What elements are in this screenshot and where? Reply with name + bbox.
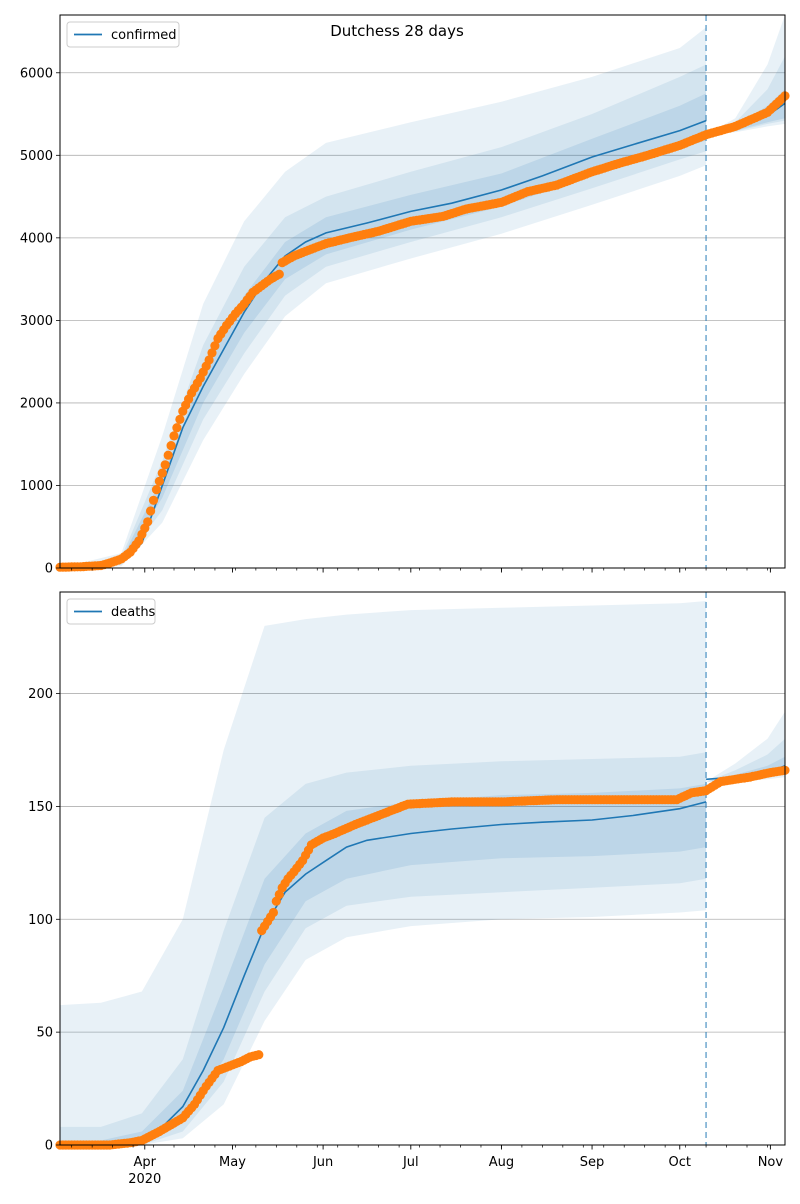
confirmed-ytick-label-0: 0 xyxy=(45,562,53,577)
confirmed-observed-point xyxy=(157,468,167,478)
confirmed-ytick-label-1: 1000 xyxy=(20,479,53,494)
xtick-label-sep: Sep xyxy=(580,1155,605,1170)
confirmed-axes: 0 1000 2000 3000 4000 5000 6000 xyxy=(20,14,786,577)
deaths-ytick-label-1: 50 xyxy=(36,1026,53,1041)
confirmed-observed-point xyxy=(148,495,159,505)
xtick-label-oct: Oct xyxy=(669,1155,691,1170)
confirmed-observed-point xyxy=(160,460,170,470)
confirmed-observed-point xyxy=(175,414,185,424)
deaths-legend: deaths xyxy=(66,598,156,625)
deaths-ytick-label-3: 150 xyxy=(28,800,53,815)
deaths-forecast-band-outer xyxy=(706,711,785,782)
confirmed-observed-point xyxy=(143,517,153,527)
xtick-label-jul: Jul xyxy=(402,1155,419,1170)
xtick-label-may: May xyxy=(219,1155,246,1170)
deaths-ytick-label-0: 0 xyxy=(45,1139,53,1154)
confirmed-observed-point xyxy=(146,506,156,516)
xtick-year-label: 2020 xyxy=(128,1172,161,1187)
xtick-label-jun: Jun xyxy=(312,1155,333,1170)
deaths-uncertainty-bands xyxy=(60,601,785,1145)
confirmed-legend-box xyxy=(66,21,180,48)
confirmed-observed-point xyxy=(204,355,214,365)
confirmed-band-inner xyxy=(60,93,707,569)
confirmed-observed-point xyxy=(163,450,173,460)
deaths-ytick-label-2: 100 xyxy=(28,913,53,928)
deaths-observed-point xyxy=(254,1050,264,1060)
confirmed-observed-point xyxy=(207,348,217,358)
xtick-label-nov: Nov xyxy=(758,1155,784,1170)
deaths-panel: 0 50 100 150 200 Apr 2020 May Jun Jul Aug Sep Oct Nov… xyxy=(28,591,790,1187)
confirmed-observed-point xyxy=(210,341,220,351)
xtick-label-apr: Apr xyxy=(134,1155,157,1170)
confirmed-observed-point xyxy=(166,441,176,451)
confirmed-observed-point xyxy=(274,269,284,279)
deaths-ytick-label-4: 200 xyxy=(28,687,53,702)
confirmed-forecast-band-outer xyxy=(706,15,785,135)
figure-title: Dutchess 28 days xyxy=(330,22,464,40)
deaths-band-inner xyxy=(60,783,707,1145)
confirmed-ytick-label-6: 6000 xyxy=(20,66,53,81)
confirmed-observed-points xyxy=(55,91,790,572)
deaths-legend-label: deaths xyxy=(111,605,156,620)
confirmed-uncertainty-bands xyxy=(60,15,785,569)
confirmed-observed-point xyxy=(169,431,179,441)
confirmed-ytick-label-3: 3000 xyxy=(20,314,53,329)
confirmed-ytick-label-2: 2000 xyxy=(20,396,53,411)
confirmed-observed-point xyxy=(154,476,164,486)
xtick-label-aug: Aug xyxy=(489,1155,514,1170)
confirmed-observed-point xyxy=(172,423,182,433)
confirmed-gridlines xyxy=(60,72,785,569)
deaths-legend-box xyxy=(66,598,156,625)
confirmed-observed-point xyxy=(151,485,162,495)
confirmed-panel: 0 1000 2000 3000 4000 5000 6000 confirmed xyxy=(20,14,790,577)
confirmed-legend: confirmed xyxy=(66,21,180,48)
confirmed-band-outer xyxy=(60,27,707,568)
deaths-plot-frame xyxy=(59,591,786,1146)
deaths-observed-point xyxy=(268,907,278,918)
deaths-axes: 0 50 100 150 200 Apr 2020 May Jun Jul Aug Sep Oct Nov xyxy=(28,591,786,1187)
deaths-band-middle xyxy=(60,752,707,1145)
confirmed-legend-label: confirmed xyxy=(111,28,177,43)
deaths-band-outer xyxy=(60,601,707,1145)
confirmed-ytick-label-4: 4000 xyxy=(20,231,53,246)
confirmed-plot-frame xyxy=(59,14,786,569)
confirmed-ytick-label-5: 5000 xyxy=(20,149,53,164)
deaths-model-line xyxy=(59,801,707,1146)
